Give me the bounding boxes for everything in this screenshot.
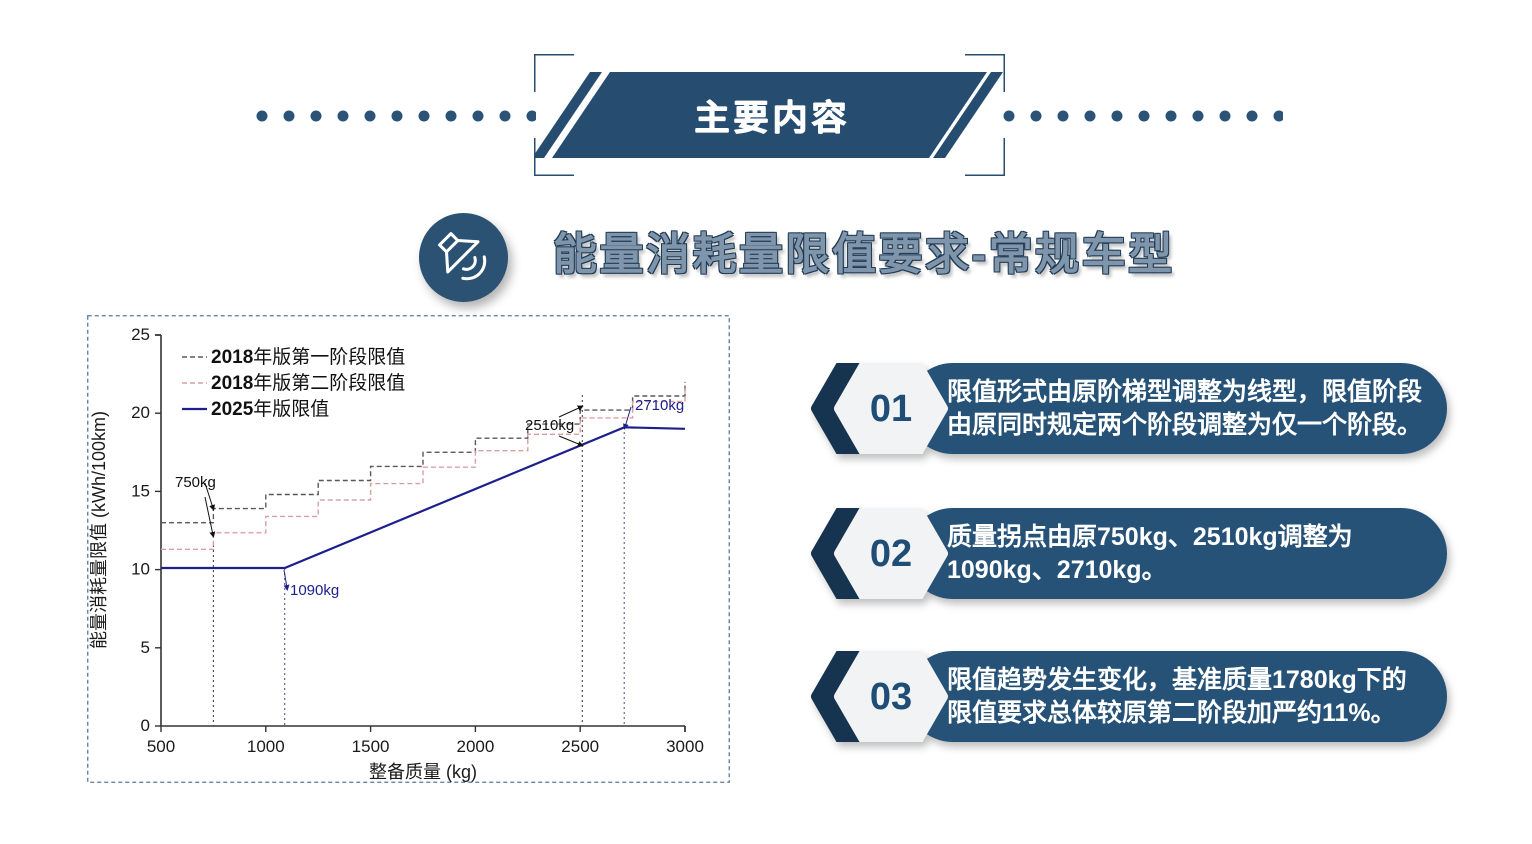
svg-text:2710kg: 2710kg — [635, 397, 684, 414]
svg-text:10: 10 — [131, 560, 150, 579]
svg-text:25: 25 — [131, 325, 150, 344]
svg-text:1090kg: 1090kg — [290, 582, 339, 599]
svg-text:01: 01 — [870, 388, 912, 430]
svg-text:2000: 2000 — [456, 737, 494, 756]
svg-text:15: 15 — [131, 481, 150, 500]
svg-text:20: 20 — [131, 403, 150, 422]
svg-text:2018年版第二阶段限值: 2018年版第二阶段限值 — [211, 372, 405, 394]
svg-text:500: 500 — [147, 737, 175, 756]
svg-text:整备质量 (kg): 整备质量 (kg) — [369, 762, 477, 782]
svg-text:能量消耗量限值 (kWh/100km): 能量消耗量限值 (kWh/100km) — [89, 411, 109, 649]
svg-text:1500: 1500 — [352, 737, 390, 756]
svg-text:750kg: 750kg — [175, 474, 216, 491]
svg-text:3000: 3000 — [666, 737, 704, 756]
svg-text:2025年版限值: 2025年版限值 — [211, 398, 329, 420]
svg-text:5: 5 — [141, 638, 150, 657]
svg-text:2018年版第一阶段限值: 2018年版第一阶段限值 — [211, 346, 405, 368]
svg-text:02: 02 — [870, 533, 912, 575]
svg-text:2500: 2500 — [561, 737, 599, 756]
svg-text:1000: 1000 — [247, 737, 285, 756]
svg-text:2510kg: 2510kg — [525, 417, 574, 434]
svg-text:03: 03 — [870, 676, 912, 718]
svg-text:0: 0 — [141, 716, 150, 735]
